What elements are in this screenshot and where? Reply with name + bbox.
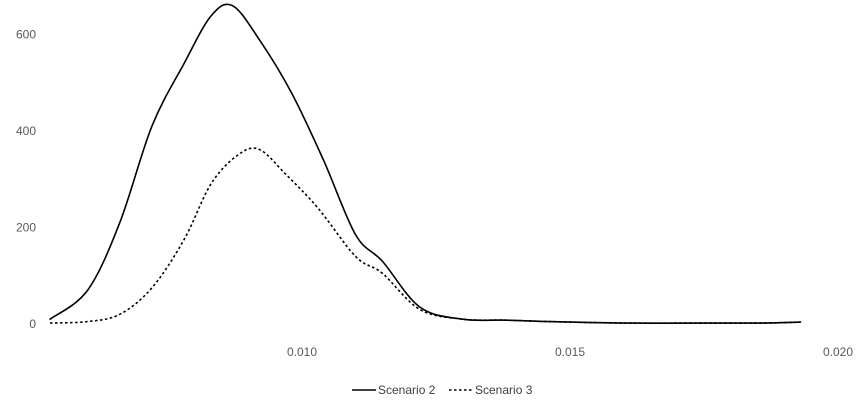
y-tick-label-600: 600	[16, 28, 36, 42]
series-layer	[49, 3, 802, 324]
series-line-scenario-3	[50, 147, 801, 324]
x-tick-label-0.010: 0.010	[287, 345, 317, 359]
x-tick-label-0.015: 0.015	[555, 345, 585, 359]
y-tick-label-400: 400	[16, 124, 36, 138]
x-axis-tick-labels: 0.010 0.015 0.020	[287, 345, 853, 359]
y-tick-label-0: 0	[29, 317, 36, 331]
legend-label-scenario-3: Scenario 3	[475, 383, 533, 397]
legend-label-scenario-2: Scenario 2	[378, 383, 436, 397]
y-axis-tick-labels: 0 200 400 600	[16, 28, 36, 332]
y-tick-label-200: 200	[16, 221, 36, 235]
series-line-scenario-2	[49, 3, 802, 324]
x-tick-label-0.020: 0.020	[823, 345, 853, 359]
legend: Scenario 2 Scenario 3	[352, 383, 533, 397]
